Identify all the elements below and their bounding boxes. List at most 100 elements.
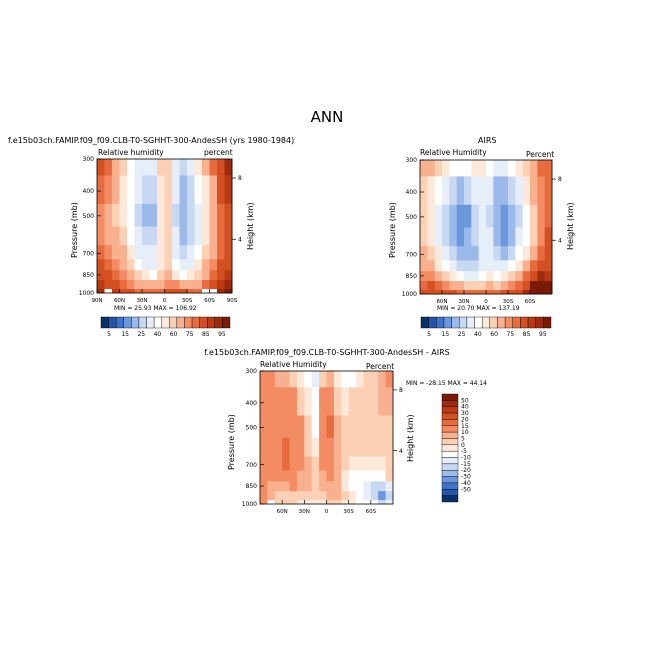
heatmap-cell — [224, 269, 233, 281]
heatmap-cell — [164, 269, 173, 281]
diff-stats: MIN = -28.15 MAX = 44.14 — [406, 380, 487, 387]
heatmap-cell — [326, 371, 335, 388]
heatmap-cell — [427, 227, 436, 247]
heatmap-cell — [420, 176, 428, 205]
y-tick-label: 300 — [83, 156, 95, 163]
heatmap-cell — [296, 456, 305, 471]
heatmap-cell — [341, 499, 350, 505]
heatmap-cell — [104, 288, 113, 294]
heatmap-cell — [274, 480, 283, 492]
obs-colorbar: 5 15 25 40 60 75 85 95 — [420, 316, 552, 338]
heatmap-cell — [119, 279, 128, 290]
heatmap-cell — [500, 259, 509, 272]
heatmap-cell — [544, 270, 553, 282]
heatmap-cell — [194, 175, 203, 204]
heatmap-cell — [127, 175, 135, 204]
heatmap-cell — [172, 269, 180, 281]
heatmap-cell — [267, 470, 276, 482]
heatmap-cell — [515, 259, 524, 272]
heatmap-cell — [289, 415, 298, 438]
heatmap-cell — [274, 456, 283, 471]
heatmap-cell — [209, 175, 218, 204]
heatmap-cell — [296, 371, 305, 388]
heatmap-cell — [456, 227, 465, 247]
heatmap-cell — [341, 490, 350, 501]
heatmap-cell — [289, 456, 298, 471]
heatmap-cell — [194, 279, 203, 290]
heatmap-cell — [341, 386, 350, 416]
heatmap-cell — [493, 259, 502, 272]
colorbar-label: 40 — [154, 331, 162, 338]
heatmap-cell — [537, 227, 546, 247]
heatmap-cell — [356, 386, 364, 416]
heatmap-cell — [486, 160, 494, 177]
heatmap-cell — [370, 371, 379, 388]
heatmap-cell — [508, 160, 516, 177]
heatmap-cell — [119, 159, 128, 176]
heatmap-cell — [508, 270, 516, 282]
heatmap-cell — [449, 280, 458, 291]
height-tick-label: 8 — [558, 176, 562, 183]
heatmap-cell — [522, 227, 531, 247]
x-tick-label: 0 — [484, 299, 488, 305]
heatmap-cell — [134, 175, 143, 204]
diff-title: f.e15b03ch.FAMIP.f09_f09.CLB-T0-SGHHT-30… — [204, 348, 450, 357]
heatmap-cell — [134, 288, 143, 294]
heatmap-cell — [119, 226, 128, 246]
colorbar-label: 85 — [202, 331, 210, 338]
colorbar-swatch — [441, 476, 459, 484]
heatmap-cell — [157, 175, 165, 204]
diff-axes: 300 400 500 700 850 1000 8 4 60N 30N 0 30S 60S — [242, 368, 403, 515]
x-tick-label: 30N — [299, 509, 310, 515]
heatmap-cell — [537, 245, 546, 261]
y-tick-label: 300 — [246, 368, 258, 375]
heatmap-cell — [296, 437, 305, 457]
heatmap-cell — [363, 490, 372, 501]
heatmap-cell — [157, 269, 165, 281]
heatmap-cell — [104, 244, 113, 260]
heatmap-cell — [370, 456, 379, 471]
heatmap-cell — [530, 204, 538, 228]
heatmap-cell — [442, 270, 450, 282]
heatmap-cell — [187, 175, 195, 204]
colorbar-label: -10 — [461, 455, 471, 462]
heatmap-cell — [142, 175, 150, 204]
heatmap-cell — [267, 480, 276, 492]
heatmap-cell — [119, 244, 128, 260]
heatmap-cell — [97, 159, 105, 176]
obs-units-label: Percent — [526, 150, 555, 159]
heatmap-cell — [267, 456, 276, 471]
heatmap-cell — [385, 470, 394, 482]
heatmap-cell — [179, 203, 188, 227]
heatmap-cell — [530, 270, 538, 282]
heatmap-cell — [296, 490, 305, 501]
heatmap-cell — [341, 470, 350, 482]
heatmap-cell — [348, 470, 357, 482]
heatmap-cell — [311, 371, 320, 388]
y-tick-label: 1000 — [242, 501, 257, 508]
heatmap-cell — [326, 490, 335, 501]
heatmap-cell — [449, 259, 458, 272]
heatmap-cell — [104, 159, 113, 176]
heatmap-cell — [471, 289, 480, 295]
heatmap-cell — [493, 289, 502, 295]
heatmap-cell — [172, 226, 180, 246]
heatmap-cell — [217, 244, 225, 260]
heatmap-cell — [348, 371, 357, 388]
heatmap-cell — [142, 203, 150, 227]
heatmap-cell — [378, 437, 387, 457]
heatmap-cell — [471, 227, 480, 247]
heatmap-cell — [420, 289, 428, 295]
heatmap-cell — [341, 371, 350, 388]
heatmap-cell — [172, 244, 180, 260]
diff-field-label: Relative Humidity — [260, 360, 327, 369]
heatmap-cell — [304, 490, 313, 501]
heatmap-cell — [134, 226, 143, 246]
heatmap-cell — [530, 245, 538, 261]
heatmap-cell — [522, 270, 531, 282]
heatmap-cell — [530, 289, 538, 295]
heatmap-cell — [456, 270, 465, 282]
heatmap-cell — [370, 437, 379, 457]
heatmap-cell — [97, 203, 105, 227]
heatmap-cell — [142, 244, 150, 260]
